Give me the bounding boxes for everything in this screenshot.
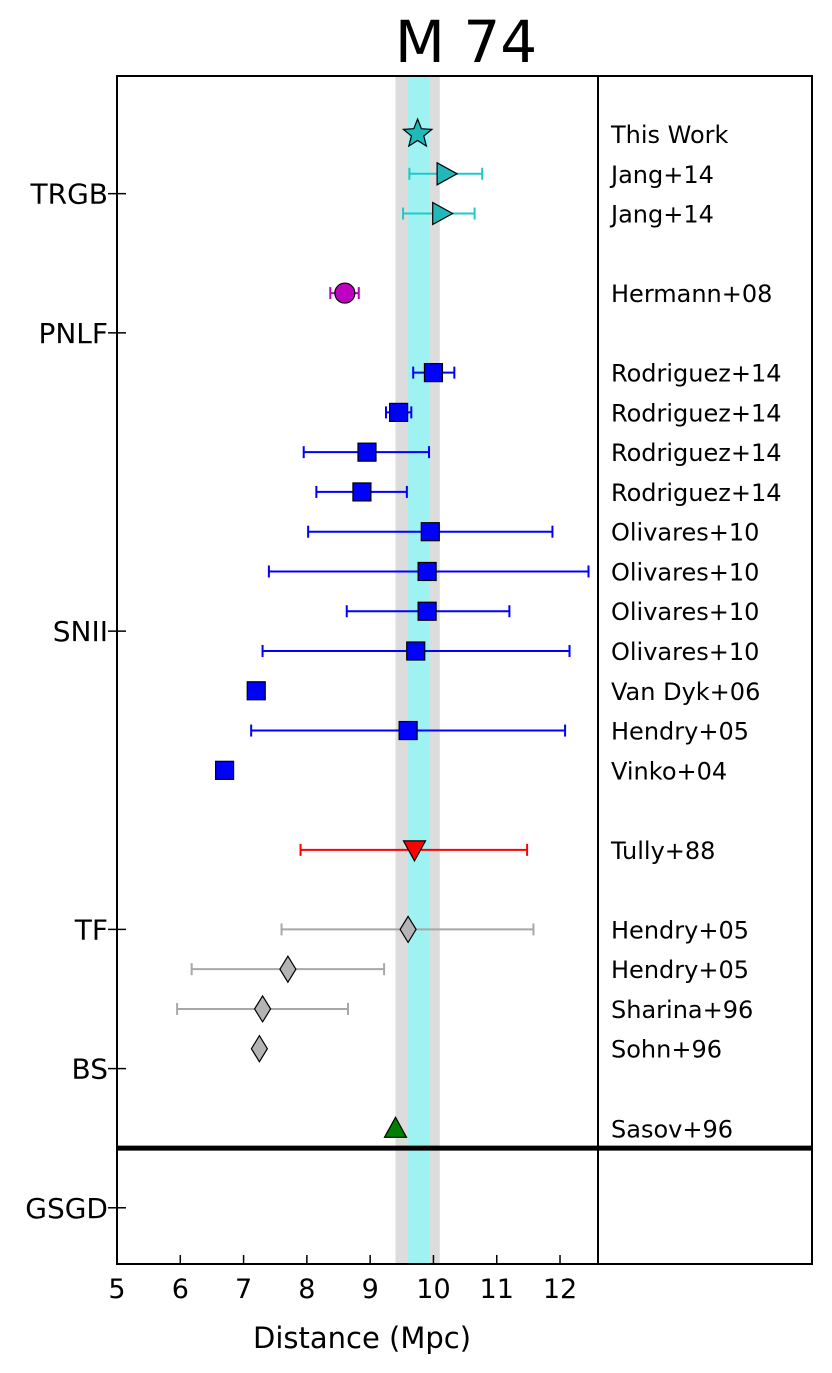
point-marker-square [214, 760, 235, 780]
reference-panel-frame [597, 75, 813, 1265]
point-marker-tri-up [383, 1116, 408, 1138]
x-tick-label: 11 [480, 1274, 514, 1305]
point-marker-square [417, 561, 437, 582]
method-label: PNLF [38, 317, 108, 350]
reference-labels: This Work Jang+14 Jang+14 Hermann+08 Rodrigu… [609, 121, 782, 1143]
point-marker-square [406, 641, 426, 661]
band-inner [408, 76, 430, 1264]
x-tick-label: 10 [416, 1274, 450, 1305]
reference-label: Olivares+10 [611, 519, 759, 547]
plot-frame [116, 75, 599, 1265]
point-marker-diamond [250, 1034, 269, 1063]
reference-label: Sasov+96 [611, 1115, 733, 1143]
reference-label: Olivares+10 [611, 598, 759, 626]
reference-label: Olivares+10 [611, 638, 759, 666]
reference-label: Rodriguez+14 [611, 399, 782, 427]
method-label: SNII [53, 615, 108, 648]
reference-label: Jang+14 [609, 161, 714, 189]
x-axis-label: Distance (Mpc) [253, 1321, 471, 1355]
reference-label: Hendry+05 [611, 916, 749, 944]
point-marker-square [246, 681, 266, 701]
point-marker-square [352, 482, 372, 502]
reference-label: Sharina+96 [611, 996, 753, 1024]
point-marker-star [401, 117, 434, 148]
method-label: GSGD [25, 1192, 108, 1225]
reference-label: Van Dyk+06 [611, 678, 760, 706]
point-marker-tri-down [402, 840, 427, 863]
point-marker-square [357, 442, 377, 462]
reference-label: Sohn+96 [611, 1036, 722, 1064]
data-points [176, 117, 590, 1138]
method-label: TRGB [30, 178, 108, 211]
method-labels: TRGB PNLF SNII TF BS GSGD [25, 178, 126, 1225]
chart-title: M 74 [395, 8, 537, 76]
reference-label: Olivares+10 [611, 558, 759, 586]
reference-label: Tully+88 [610, 837, 715, 865]
reference-label: Rodriguez+14 [611, 479, 782, 507]
point-marker-diamond [399, 915, 417, 944]
x-axis-ticks: 5 6 7 8 9 10 11 12 [108, 1255, 577, 1305]
reference-label: Rodriguez+14 [611, 360, 782, 388]
point-marker-diamond [279, 955, 297, 984]
x-tick-label: 8 [298, 1274, 315, 1305]
x-tick-label: 5 [108, 1274, 125, 1305]
point-marker-tri-right [436, 161, 459, 186]
reference-label: Hendry+05 [611, 956, 749, 984]
x-tick-label: 9 [362, 1274, 379, 1305]
x-tick-label: 7 [235, 1274, 252, 1305]
reference-label: Hendry+05 [611, 718, 749, 746]
reference-label: Jang+14 [609, 201, 714, 229]
reference-label: This Work [610, 121, 729, 149]
reference-label: Vinko+04 [611, 757, 727, 785]
method-label: BS [72, 1053, 109, 1086]
x-tick-label: 6 [172, 1274, 189, 1305]
reference-label: Hermann+08 [611, 280, 772, 308]
point-marker-square [420, 522, 440, 542]
point-marker-square [389, 402, 409, 422]
point-marker-square [398, 720, 418, 741]
point-marker-diamond [253, 994, 272, 1024]
x-tick-label: 12 [543, 1274, 577, 1305]
point-marker-circle [334, 282, 356, 304]
distance-bands [395, 76, 440, 1264]
point-marker-square [417, 601, 437, 621]
method-label: TF [74, 913, 108, 946]
point-marker-tri-right [432, 201, 454, 226]
reference-label: Rodriguez+14 [611, 439, 782, 467]
point-marker-square [423, 363, 444, 383]
